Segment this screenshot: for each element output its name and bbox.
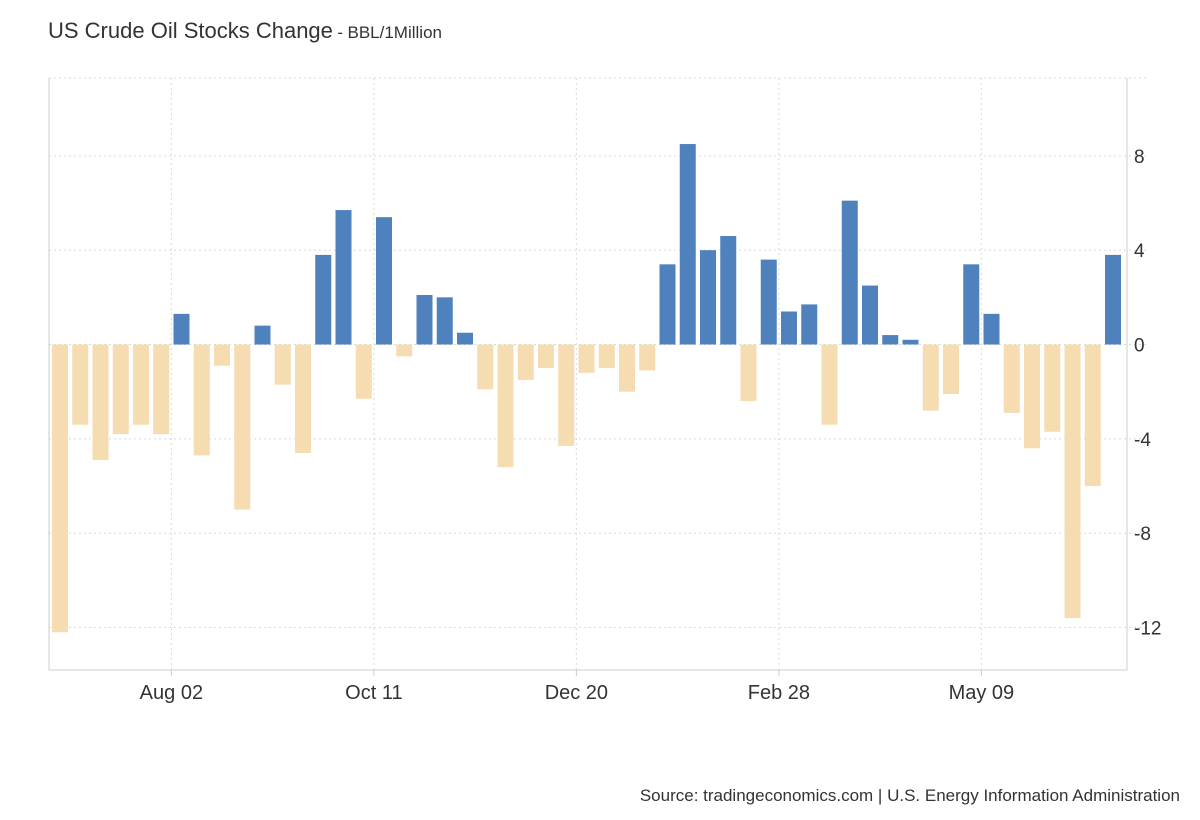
bar (1105, 254, 1121, 345)
chart-unit: BBL/1Million (347, 23, 442, 42)
bar (112, 344, 129, 435)
bar (700, 250, 716, 345)
bar (1024, 344, 1040, 449)
bar (679, 144, 696, 345)
bar (295, 344, 311, 454)
x-tick-label: Feb 28 (748, 682, 810, 704)
bar (193, 344, 210, 456)
x-tick-label: Aug 02 (140, 682, 203, 704)
bar (801, 304, 818, 345)
bar (234, 344, 251, 510)
bar (457, 332, 473, 345)
bar (781, 311, 797, 345)
bar (436, 297, 453, 345)
bar (902, 339, 919, 345)
bar (72, 344, 89, 425)
bar (133, 344, 149, 425)
bar (355, 344, 372, 399)
bar (720, 236, 737, 345)
y-tick-label: 0 (1134, 336, 1145, 357)
bar (983, 313, 1000, 345)
bar (619, 344, 635, 392)
bar (214, 344, 230, 366)
y-tick-label: -4 (1134, 430, 1151, 451)
bar (315, 254, 332, 345)
bar (376, 217, 392, 345)
bar (538, 344, 554, 369)
bar (396, 344, 413, 357)
bar (52, 344, 68, 633)
bar (1084, 344, 1101, 487)
bar-series (52, 144, 1121, 633)
bar (862, 285, 878, 345)
bar (1003, 344, 1020, 413)
bar (639, 344, 656, 371)
bar (477, 344, 494, 390)
bar (497, 344, 514, 468)
source-note: Source: tradingeconomics.com | U.S. Ener… (639, 786, 1180, 805)
x-tick-label: May 09 (949, 682, 1015, 704)
x-tick-label: Oct 11 (345, 682, 402, 704)
bar (922, 344, 939, 411)
bar (578, 344, 595, 373)
bar (598, 344, 615, 369)
y-tick-label: 4 (1134, 241, 1145, 262)
bar (335, 210, 352, 345)
bar (1044, 344, 1061, 432)
bar (821, 344, 838, 425)
bar (760, 259, 777, 345)
y-tick-label: -12 (1134, 619, 1161, 640)
y-tick-label: -8 (1134, 524, 1151, 545)
bar (943, 344, 959, 395)
bar (173, 313, 190, 345)
bar (740, 344, 757, 402)
bar (416, 294, 433, 345)
bar (659, 264, 676, 345)
y-tick-label: 8 (1134, 147, 1145, 168)
y-axis-ticks: 8 4 0 -4 -8 -12 (1134, 147, 1161, 640)
bar (92, 344, 109, 461)
bar (274, 344, 291, 385)
bar (558, 344, 575, 446)
bar (882, 335, 899, 345)
x-tick-label: Dec 20 (545, 682, 608, 704)
x-axis-ticks: Aug 02 Oct 11 Dec 20 Feb 28 May 09 (140, 670, 1014, 704)
bar (153, 344, 170, 435)
bar (517, 344, 534, 380)
bar (841, 200, 858, 345)
bar (1064, 344, 1081, 619)
bar (254, 325, 271, 345)
title-separator: - (337, 23, 344, 42)
chart-title: US Crude Oil Stocks Change (48, 18, 333, 43)
chart-title-row: US Crude Oil Stocks Change - BBL/1Millio… (48, 18, 442, 44)
bar (963, 264, 980, 345)
grid-lines (49, 77, 1147, 670)
